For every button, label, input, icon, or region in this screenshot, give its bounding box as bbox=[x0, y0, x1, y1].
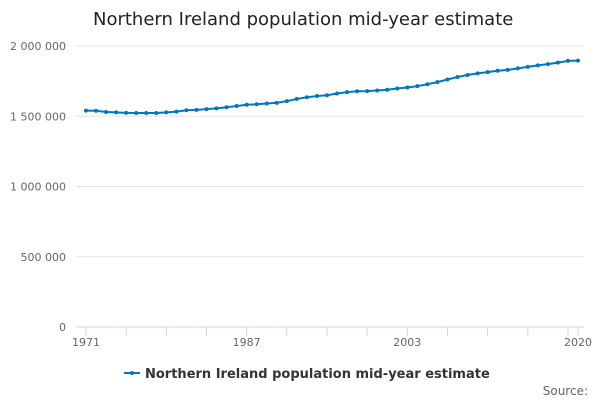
data-point bbox=[365, 89, 370, 94]
x-tick-label: 1971 bbox=[72, 336, 100, 349]
data-point bbox=[154, 110, 159, 115]
data-point bbox=[104, 110, 109, 115]
data-point bbox=[505, 67, 510, 72]
y-tick-label: 500 000 bbox=[21, 251, 67, 264]
data-point bbox=[254, 102, 259, 107]
data-point bbox=[204, 107, 209, 112]
data-point bbox=[555, 60, 560, 65]
legend[interactable]: Northern Ireland population mid-year est… bbox=[124, 367, 490, 382]
data-point bbox=[385, 87, 390, 92]
data-point bbox=[304, 95, 309, 100]
data-point bbox=[495, 68, 500, 73]
data-point bbox=[375, 88, 380, 93]
data-point bbox=[184, 108, 189, 113]
data-point bbox=[545, 62, 550, 67]
data-point bbox=[134, 110, 139, 115]
data-point bbox=[314, 94, 319, 99]
data-point bbox=[445, 77, 450, 82]
data-point bbox=[535, 63, 540, 68]
data-point bbox=[84, 108, 88, 113]
chart-title: Northern Ireland population mid-year est… bbox=[93, 9, 513, 30]
data-point bbox=[224, 105, 229, 110]
data-point bbox=[124, 110, 129, 115]
data-point bbox=[335, 91, 340, 96]
data-point bbox=[525, 64, 530, 69]
data-point bbox=[284, 99, 289, 104]
data-point bbox=[405, 85, 410, 90]
data-point bbox=[264, 101, 269, 106]
source-label: Source: bbox=[543, 384, 588, 398]
data-point bbox=[355, 89, 360, 94]
legend-marker-icon bbox=[130, 371, 134, 375]
data-point bbox=[465, 73, 470, 78]
data-point bbox=[475, 71, 480, 76]
x-tick-label: 2020 bbox=[564, 336, 592, 349]
data-point bbox=[214, 106, 219, 111]
data-point bbox=[515, 66, 520, 71]
data-point bbox=[194, 107, 199, 112]
data-point bbox=[395, 86, 400, 91]
y-tick-label: 1 000 000 bbox=[10, 181, 66, 194]
data-point bbox=[415, 84, 420, 89]
legend-label: Northern Ireland population mid-year est… bbox=[145, 367, 490, 382]
data-point bbox=[144, 110, 149, 115]
data-point bbox=[345, 90, 350, 95]
data-point bbox=[565, 58, 570, 63]
data-point bbox=[164, 110, 169, 115]
data-point bbox=[234, 103, 239, 108]
data-point bbox=[576, 58, 580, 63]
data-point bbox=[324, 93, 329, 98]
data-point bbox=[455, 75, 460, 80]
data-point bbox=[244, 102, 249, 107]
x-tick-label: 2003 bbox=[393, 336, 421, 349]
series-line bbox=[85, 59, 579, 114]
data-point bbox=[174, 109, 179, 114]
data-point bbox=[435, 80, 440, 85]
data-point bbox=[274, 100, 279, 105]
data-point bbox=[294, 96, 299, 101]
x-tick-label: 1987 bbox=[233, 336, 261, 349]
data-point bbox=[425, 82, 430, 87]
data-point bbox=[114, 110, 119, 115]
y-tick-label: 1 500 000 bbox=[10, 110, 66, 123]
data-point bbox=[94, 108, 99, 113]
y-tick-label: 2 000 000 bbox=[10, 40, 66, 53]
data-point bbox=[485, 70, 490, 75]
y-tick-label: 0 bbox=[59, 321, 66, 334]
